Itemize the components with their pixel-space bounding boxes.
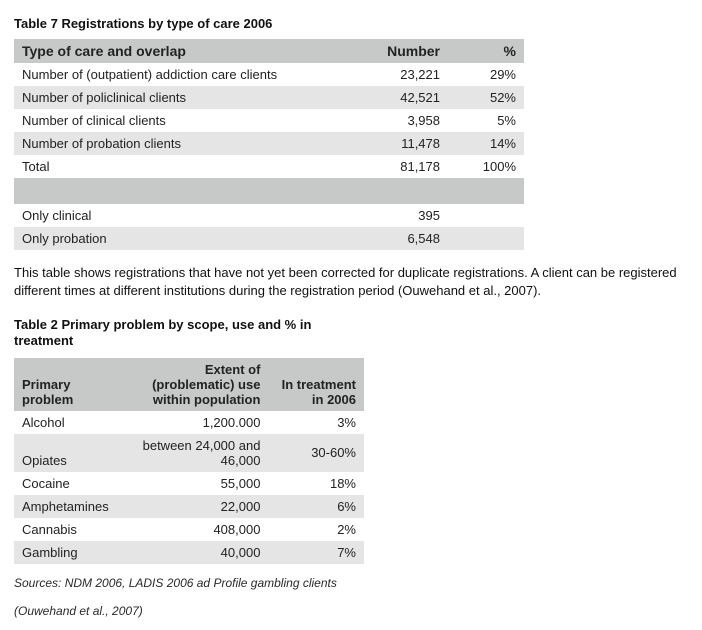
table-row: Gambling 40,000 7% — [14, 541, 364, 564]
table-row: Number of probation clients 11,478 14% — [14, 132, 524, 155]
cell-pct: 3% — [268, 411, 364, 434]
table-row: Only clinical 395 — [14, 204, 524, 227]
sources-text: Sources: NDM 2006, LADIS 2006 ad Profile… — [14, 576, 688, 590]
table2-title: Table 2 Primary problem by scope, use an… — [14, 317, 334, 350]
cell-pct: 100% — [448, 155, 524, 178]
table7-title: Table 7 Registrations by type of care 20… — [14, 16, 688, 31]
cell-pct: 18% — [268, 472, 364, 495]
table7-header-row: Type of care and overlap Number % — [14, 39, 524, 63]
table-row: Amphetamines 22,000 6% — [14, 495, 364, 518]
cell-label: Cocaine — [14, 472, 125, 495]
cell-number: 23,221 — [342, 63, 448, 86]
cell-label: Amphetamines — [14, 495, 125, 518]
table-row: Number of (outpatient) addiction care cl… — [14, 63, 524, 86]
cell-pct: 6% — [268, 495, 364, 518]
table-row: Alcohol 1,200.000 3% — [14, 411, 364, 434]
cell-pct: 52% — [448, 86, 524, 109]
cell-pct — [448, 227, 524, 250]
cell-number: 42,521 — [342, 86, 448, 109]
cell-label: Number of policlinical clients — [14, 86, 342, 109]
table-row: Cannabis 408,000 2% — [14, 518, 364, 541]
cell-label: Total — [14, 155, 342, 178]
reference-text: (Ouwehand et al., 2007) — [14, 604, 688, 618]
cell-pct: 7% — [268, 541, 364, 564]
table7-h3: % — [448, 39, 524, 63]
cell-extent: 408,000 — [125, 518, 268, 541]
cell-extent: between 24,000 and 46,000 — [125, 434, 268, 472]
table7-h1: Type of care and overlap — [14, 39, 342, 63]
cell-label: Only probation — [14, 227, 342, 250]
table2-h1: Primary problem — [14, 358, 125, 411]
table-row: Cocaine 55,000 18% — [14, 472, 364, 495]
cell-number: 81,178 — [342, 155, 448, 178]
table2-h3: In treatment in 2006 — [268, 358, 364, 411]
table7-spacer — [14, 178, 524, 204]
cell-extent: 1,200.000 — [125, 411, 268, 434]
table-row: Opiates between 24,000 and 46,000 30-60% — [14, 434, 364, 472]
cell-label: Opiates — [14, 434, 125, 472]
cell-label: Alcohol — [14, 411, 125, 434]
cell-pct: 29% — [448, 63, 524, 86]
cell-label: Number of (outpatient) addiction care cl… — [14, 63, 342, 86]
table-row: Only probation 6,548 — [14, 227, 524, 250]
cell-number: 11,478 — [342, 132, 448, 155]
cell-label: Only clinical — [14, 204, 342, 227]
table2-h2: Extent of (problematic) use within popul… — [125, 358, 268, 411]
cell-number: 6,548 — [342, 227, 448, 250]
cell-pct — [448, 204, 524, 227]
table-row: Number of clinical clients 3,958 5% — [14, 109, 524, 132]
table2-header-row: Primary problem Extent of (problematic) … — [14, 358, 364, 411]
cell-extent: 55,000 — [125, 472, 268, 495]
table-row: Total 81,178 100% — [14, 155, 524, 178]
table7-caption: This table shows registrations that have… — [14, 264, 688, 299]
table-row: Number of policlinical clients 42,521 52… — [14, 86, 524, 109]
cell-label: Number of probation clients — [14, 132, 342, 155]
cell-label: Cannabis — [14, 518, 125, 541]
cell-pct: 14% — [448, 132, 524, 155]
cell-extent: 22,000 — [125, 495, 268, 518]
table7-h2: Number — [342, 39, 448, 63]
cell-extent: 40,000 — [125, 541, 268, 564]
cell-label: Gambling — [14, 541, 125, 564]
cell-number: 3,958 — [342, 109, 448, 132]
table7: Type of care and overlap Number % Number… — [14, 39, 524, 250]
cell-label: Number of clinical clients — [14, 109, 342, 132]
cell-pct: 5% — [448, 109, 524, 132]
cell-number: 395 — [342, 204, 448, 227]
table2: Primary problem Extent of (problematic) … — [14, 358, 364, 564]
cell-pct: 30-60% — [268, 434, 364, 472]
cell-pct: 2% — [268, 518, 364, 541]
